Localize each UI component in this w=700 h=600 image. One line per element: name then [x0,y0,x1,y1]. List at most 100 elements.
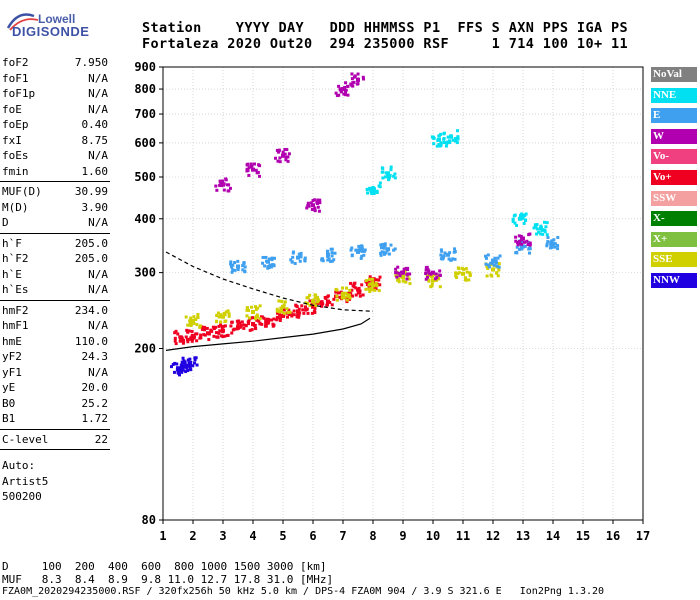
param-label: h`E [2,267,22,281]
legend-item-x-: X- [651,211,697,227]
echo-point [191,364,195,368]
echo-point [519,217,523,221]
auto-scaling-line: 500200 [2,490,42,503]
echo-point [350,288,354,292]
echo-point [229,262,233,266]
param-value: 20.0 [81,381,109,394]
legend-item-x-: X+ [651,231,697,247]
echo-point [355,248,359,252]
echo-point [556,247,560,251]
echo-point [449,134,453,138]
echo-point [427,274,431,278]
x-tick-label: 8 [369,529,376,543]
echo-point [270,258,274,262]
logo-name: DIGISONDE [12,24,90,39]
echo-point [396,278,400,282]
echo-point [191,337,195,341]
echo-point [272,317,276,321]
echo-point [304,305,308,309]
echo-point [360,249,364,253]
plot-frame [162,66,644,521]
echo-point [448,140,452,144]
echo-point [188,357,192,361]
echo-point [198,325,202,329]
echo-point [209,329,213,333]
param-row: foE N/A [2,103,108,117]
echo-point [280,299,284,303]
echo-point [392,174,396,178]
echo-point [265,317,269,321]
echo-point [495,271,499,275]
echo-point [545,242,549,246]
echo-point [252,323,256,327]
echo-point [241,264,245,268]
echo-point [214,325,218,329]
echo-point [431,135,435,139]
echo-point [432,142,436,146]
param-value: N/A [88,71,108,85]
echo-point [269,318,273,322]
param-label: fxI [2,133,22,147]
echo-point [378,185,382,189]
param-value: N/A [88,267,108,281]
echo-point [291,255,295,259]
echo-point [369,190,373,194]
param-value: 0.40 [81,118,109,131]
legend-item-sse: SSE [651,252,697,268]
param-label: foF1 [2,71,29,85]
echo-point [306,296,310,300]
echo-point [516,243,520,247]
echo-point [375,189,379,193]
echo-point [525,239,529,243]
auto-scaling-line: Auto: [2,459,36,472]
echo-point [374,281,378,285]
echo-point [357,286,361,290]
echo-point [344,93,348,97]
echo-point [252,162,256,166]
echo-point [364,287,368,291]
echo-point [344,296,348,300]
echo-point [277,299,281,303]
echo-point [464,278,468,282]
echo-point [372,277,376,281]
echo-point [186,358,190,362]
echo-point [393,172,397,176]
echo-point [382,252,386,256]
echo-point [284,158,288,162]
echo-point [379,246,383,250]
param-separator [0,449,110,450]
echo-point [358,249,362,253]
echo-point [298,259,302,263]
echo-point [184,315,188,319]
echo-point [264,255,268,259]
echo-point [485,274,489,278]
param-row: yF2 24.3 [2,350,108,364]
echo-point [332,258,336,262]
legend-item-w: W [651,128,697,144]
echo-point [358,291,362,295]
echo-point [236,323,240,327]
legend-item-noval: NoVal [651,67,697,82]
echo-point [246,306,250,310]
echo-point [296,309,300,314]
param-label: h`F2 [2,252,29,265]
echo-point [314,293,318,297]
param-label: foEp [2,118,29,131]
echo-point [520,247,524,251]
echo-point [299,252,303,256]
param-label: hmE [2,334,22,348]
muf-curve [165,251,374,312]
echo-point [378,275,382,279]
echo-point [303,256,307,260]
echo-point [223,319,227,323]
echo-point [553,242,557,246]
echo-point [379,243,383,247]
echo-point [408,282,412,286]
echo-point [330,259,334,263]
echo-point [358,247,362,251]
echo-point [292,313,296,317]
y-tick-label: 500 [134,170,156,184]
param-label: hmF1 [2,319,29,332]
echo-point [275,315,279,319]
echo-point [254,168,258,172]
